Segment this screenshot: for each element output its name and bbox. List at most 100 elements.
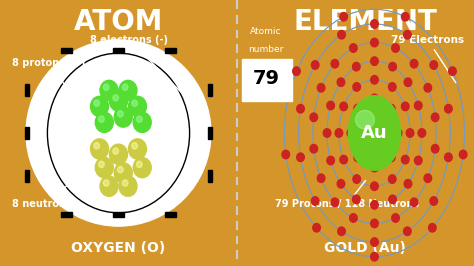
- Circle shape: [387, 153, 395, 162]
- Circle shape: [406, 129, 414, 137]
- Circle shape: [387, 104, 395, 113]
- Circle shape: [371, 182, 378, 190]
- Circle shape: [99, 161, 104, 168]
- Circle shape: [292, 67, 300, 76]
- Text: 8 protons (+): 8 protons (+): [12, 59, 85, 110]
- Circle shape: [133, 112, 151, 132]
- Text: 8 electrons (-): 8 electrons (-): [90, 35, 185, 97]
- Bar: [165, 212, 176, 217]
- Bar: [113, 212, 124, 217]
- Circle shape: [371, 110, 378, 119]
- Circle shape: [431, 113, 439, 122]
- Bar: [25, 127, 29, 139]
- Ellipse shape: [26, 40, 211, 226]
- Circle shape: [404, 180, 412, 188]
- Text: Au: Au: [361, 124, 388, 142]
- Circle shape: [353, 175, 360, 183]
- Circle shape: [132, 100, 137, 106]
- Circle shape: [94, 100, 100, 106]
- Circle shape: [310, 113, 318, 122]
- Circle shape: [388, 83, 396, 91]
- Circle shape: [445, 105, 452, 113]
- Circle shape: [95, 112, 113, 132]
- Text: number: number: [248, 45, 283, 54]
- Text: ATOM: ATOM: [74, 8, 163, 36]
- Circle shape: [137, 161, 142, 168]
- Bar: [61, 48, 72, 53]
- Circle shape: [313, 223, 320, 232]
- Circle shape: [310, 144, 318, 153]
- Circle shape: [91, 139, 109, 159]
- Circle shape: [338, 227, 346, 235]
- Circle shape: [418, 129, 426, 137]
- Circle shape: [337, 78, 345, 86]
- Circle shape: [100, 176, 118, 196]
- Bar: [61, 212, 72, 217]
- Circle shape: [340, 155, 347, 164]
- Circle shape: [403, 227, 411, 235]
- Circle shape: [394, 129, 402, 137]
- Circle shape: [401, 102, 409, 111]
- Circle shape: [428, 223, 436, 232]
- FancyBboxPatch shape: [242, 59, 292, 101]
- Circle shape: [103, 180, 109, 186]
- Circle shape: [410, 60, 418, 68]
- Circle shape: [353, 63, 360, 71]
- Circle shape: [128, 96, 146, 117]
- Text: ELEMENT: ELEMENT: [293, 8, 437, 36]
- Circle shape: [392, 214, 399, 222]
- Circle shape: [389, 195, 396, 203]
- Circle shape: [297, 153, 304, 161]
- Bar: [208, 127, 212, 139]
- Circle shape: [371, 238, 378, 246]
- Bar: [25, 170, 29, 182]
- Circle shape: [371, 163, 378, 172]
- Circle shape: [335, 129, 343, 137]
- Circle shape: [331, 60, 338, 68]
- Circle shape: [122, 84, 128, 90]
- Circle shape: [371, 57, 378, 65]
- Circle shape: [317, 174, 325, 182]
- Circle shape: [109, 144, 128, 164]
- Circle shape: [410, 198, 418, 206]
- Circle shape: [392, 44, 399, 52]
- Circle shape: [118, 167, 123, 173]
- Text: 79 Electrons: 79 Electrons: [391, 35, 464, 83]
- Circle shape: [337, 180, 345, 188]
- Circle shape: [354, 104, 362, 113]
- Circle shape: [459, 150, 467, 159]
- Circle shape: [338, 31, 346, 39]
- Circle shape: [430, 61, 438, 69]
- Circle shape: [353, 83, 360, 91]
- Bar: [113, 48, 124, 53]
- Ellipse shape: [348, 96, 401, 170]
- Circle shape: [103, 84, 109, 90]
- Circle shape: [371, 219, 378, 228]
- Circle shape: [414, 101, 422, 110]
- Circle shape: [132, 143, 137, 149]
- Circle shape: [431, 144, 439, 153]
- Circle shape: [371, 76, 378, 84]
- Circle shape: [109, 91, 128, 111]
- Circle shape: [401, 13, 409, 21]
- Circle shape: [114, 163, 132, 183]
- Circle shape: [353, 195, 360, 203]
- Circle shape: [137, 116, 142, 122]
- Circle shape: [424, 84, 432, 92]
- Text: Atomic: Atomic: [250, 27, 281, 36]
- Circle shape: [99, 116, 104, 122]
- Bar: [25, 85, 29, 96]
- Circle shape: [430, 197, 438, 205]
- Circle shape: [371, 20, 378, 28]
- Circle shape: [331, 198, 338, 206]
- Text: OXYGEN (O): OXYGEN (O): [72, 241, 165, 255]
- Circle shape: [323, 129, 331, 137]
- Circle shape: [114, 107, 132, 127]
- Text: 79: 79: [253, 69, 280, 88]
- Text: 79 Protons / 118 Neutrons: 79 Protons / 118 Neutrons: [275, 180, 419, 210]
- Circle shape: [401, 155, 409, 164]
- Circle shape: [311, 61, 319, 69]
- Ellipse shape: [356, 110, 374, 129]
- Bar: [165, 48, 176, 53]
- Circle shape: [327, 101, 335, 110]
